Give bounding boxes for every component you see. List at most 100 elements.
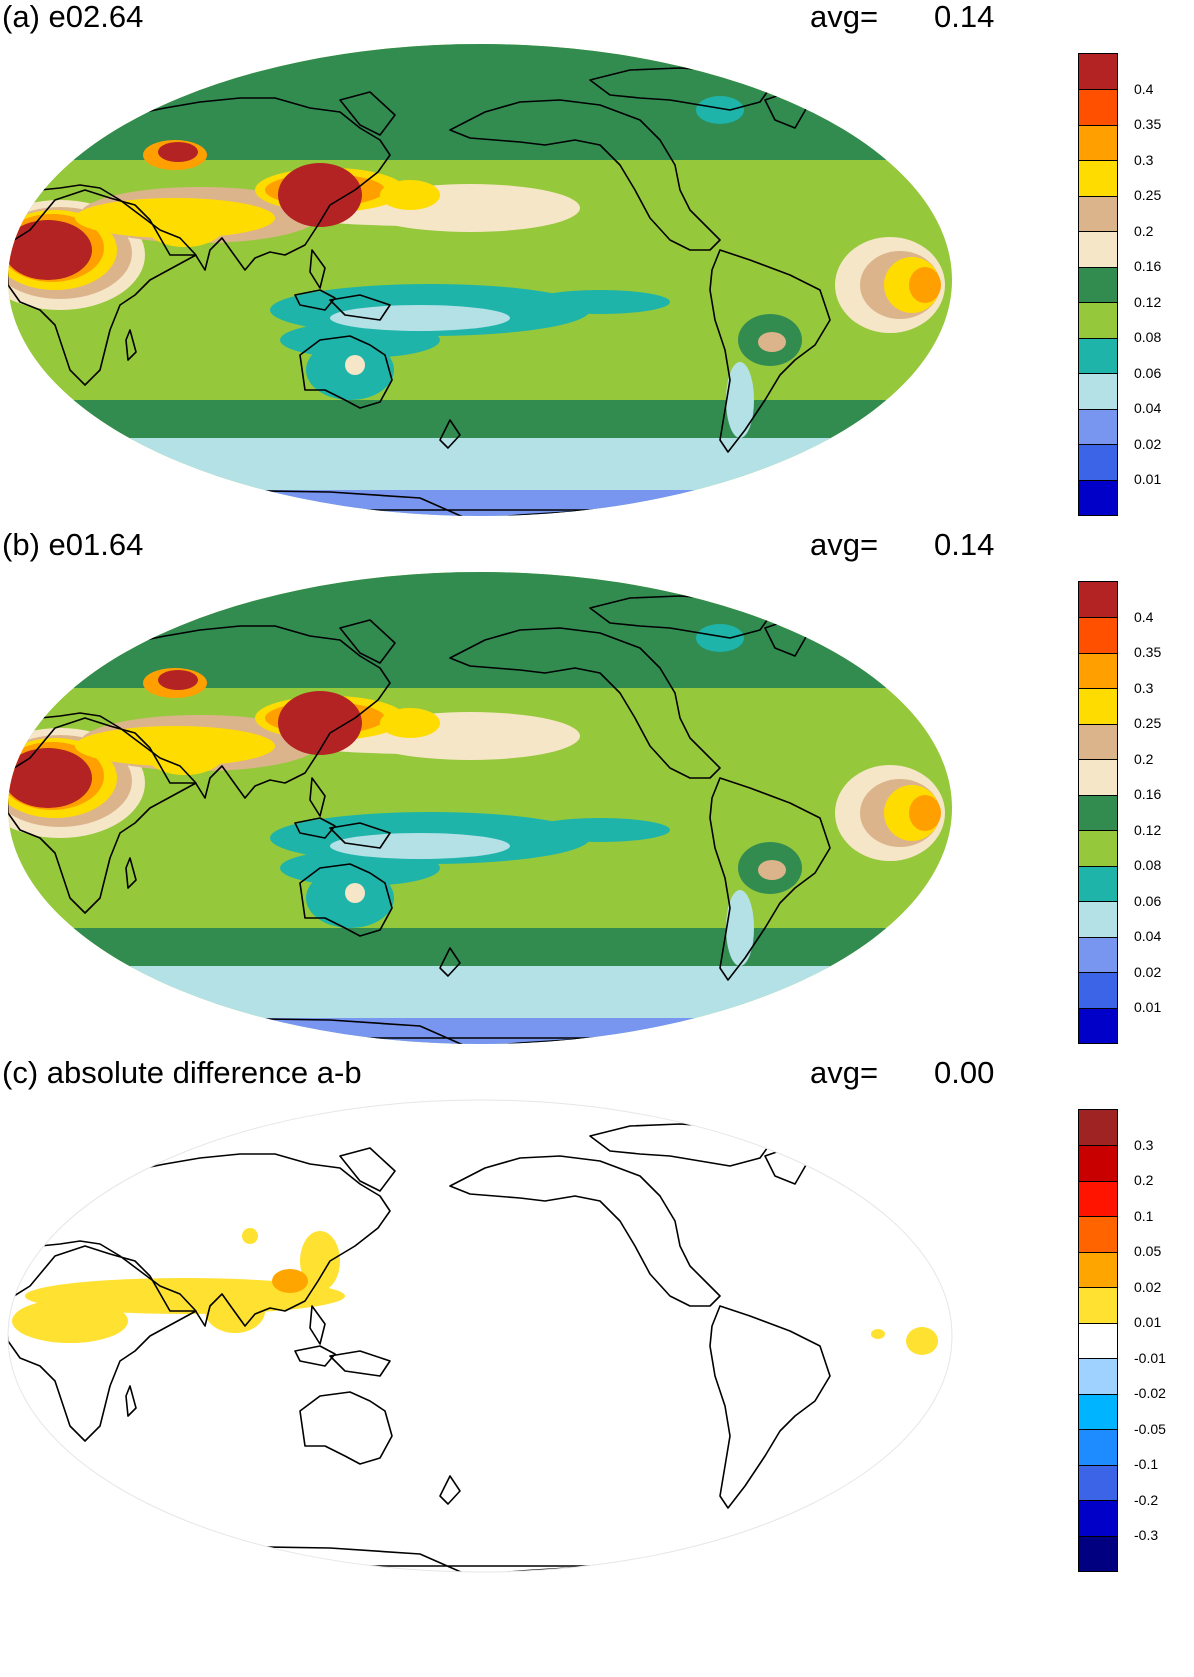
- field-region: [345, 355, 365, 375]
- field-shading: [8, 572, 952, 1044]
- panel-a: (a) e02.64 avg= 0.14 0.01 0.02 0.04 0.06 0.0…: [0, 0, 1194, 560]
- colorbar-label: 0.06: [1134, 892, 1162, 909]
- coastline: [439, 1475, 461, 1505]
- colorbar-swatch: [1078, 829, 1118, 867]
- field-region: [871, 1329, 885, 1339]
- colorbar-label: 0.02: [1134, 963, 1162, 980]
- colorbar-swatch: [1078, 230, 1118, 268]
- colorbar-label: 0.35: [1134, 116, 1162, 132]
- coastline: [339, 91, 396, 136]
- colorbar-label: 0.4: [1134, 80, 1154, 97]
- colorbar-swatch: [1078, 372, 1118, 410]
- colorbar-label: 0.35: [1134, 644, 1162, 660]
- field-region: [145, 731, 225, 775]
- coastline: [24, 97, 391, 271]
- colorbar-label: 0.4: [1134, 608, 1154, 625]
- colorbar-swatch: [1078, 794, 1118, 831]
- colorbar-label: 0.2: [1134, 222, 1154, 239]
- colorbar-label: -0.3: [1134, 1527, 1159, 1543]
- coastline: [709, 249, 831, 453]
- field-region: [8, 928, 952, 968]
- field-shading: [8, 44, 952, 516]
- colorbar-label: 0.3: [1134, 1136, 1154, 1153]
- colorbar-swatch: [1078, 301, 1118, 339]
- field-region: [330, 833, 510, 859]
- colorbar-swatch: [1078, 581, 1118, 618]
- coastline: [709, 777, 831, 981]
- panel-title: (c) absolute difference a-b: [2, 1055, 362, 1090]
- colorbar-swatch: [1078, 723, 1118, 760]
- colorbar-label: 0.3: [1134, 679, 1154, 696]
- field-region: [330, 305, 510, 331]
- field-region: [242, 1228, 258, 1244]
- field-region: [758, 332, 786, 352]
- coastline: [439, 419, 461, 449]
- coastline: [24, 625, 391, 799]
- colorbar-label: 0.04: [1134, 928, 1162, 944]
- field-region: [8, 1100, 952, 1572]
- colorbar-swatch: [1078, 652, 1118, 689]
- colorbar-swatch: [1078, 1109, 1118, 1146]
- field-region: [696, 96, 744, 124]
- global-map: [8, 572, 952, 1044]
- field-region: [696, 624, 744, 652]
- field-region: [345, 883, 365, 903]
- colorbar-swatch: [1078, 88, 1118, 126]
- coastline: [309, 777, 326, 817]
- colorbar-label: -0.1: [1134, 1456, 1159, 1472]
- colorbar-swatch: [1078, 936, 1118, 973]
- colorbar-label: 0.25: [1134, 715, 1162, 731]
- coastline: [589, 595, 771, 639]
- colorbar-swatch: [1078, 971, 1118, 1009]
- colorbar-swatch: [1078, 1286, 1118, 1324]
- field-region: [278, 691, 362, 755]
- coastline: [294, 817, 336, 839]
- colorbar-swatch: [1078, 1357, 1118, 1395]
- colorbar-swatch: [1078, 159, 1118, 197]
- field-region: [8, 220, 92, 280]
- colorbar-swatch: [1078, 687, 1118, 725]
- colorbar-swatch: [1078, 266, 1118, 303]
- field-region: [909, 267, 941, 303]
- field-region: [380, 708, 440, 738]
- field-region: [726, 362, 754, 438]
- coastline: [8, 1245, 197, 1442]
- field-region: [726, 890, 754, 966]
- avg-label: avg=: [810, 1055, 879, 1090]
- field-region: [530, 290, 670, 314]
- field-region: [145, 203, 225, 247]
- coastline: [299, 863, 393, 937]
- colorbar-label: -0.05: [1134, 1420, 1166, 1437]
- colorbar-swatch: [1078, 900, 1118, 938]
- colorbar-label: 0.16: [1134, 258, 1162, 274]
- colorbar-swatch: [1078, 53, 1118, 90]
- panel-b: (b) e01.64 avg= 0.14 0.01 0.02 0.04 0.06 0.0…: [0, 528, 1194, 1088]
- field-region: [300, 1231, 340, 1291]
- coastline: [449, 99, 721, 251]
- coastline: [329, 294, 391, 321]
- field-region: [8, 490, 952, 516]
- field-region: [758, 860, 786, 880]
- coastline: [125, 857, 137, 889]
- field-region: [906, 1327, 938, 1355]
- field-region: [158, 670, 198, 690]
- panel-c: (c) absolute difference a-b avg= 0.00 -0…: [0, 1056, 1194, 1616]
- colorbar-label: 0.06: [1134, 364, 1162, 381]
- field-region: [530, 818, 670, 842]
- colorbar-swatch: [1078, 1535, 1118, 1572]
- colorbar-label: 0.12: [1134, 821, 1162, 838]
- avg-label: avg=: [810, 527, 879, 562]
- colorbar-swatch: [1078, 479, 1118, 516]
- colorbar-swatch: [1078, 1144, 1118, 1182]
- coastline: [329, 822, 391, 849]
- colorbar-label: 0.02: [1134, 435, 1162, 452]
- coastline: [589, 1123, 771, 1167]
- coastline: [339, 619, 396, 664]
- colorbar-swatch: [1078, 443, 1118, 481]
- colorbar-label: 0.12: [1134, 293, 1162, 310]
- colorbar-swatch: [1078, 1393, 1118, 1430]
- coastline: [8, 189, 197, 386]
- global-map: [8, 44, 952, 516]
- colorbar-label: 0.2: [1134, 1172, 1154, 1188]
- colorbar-swatch: [1078, 1180, 1118, 1217]
